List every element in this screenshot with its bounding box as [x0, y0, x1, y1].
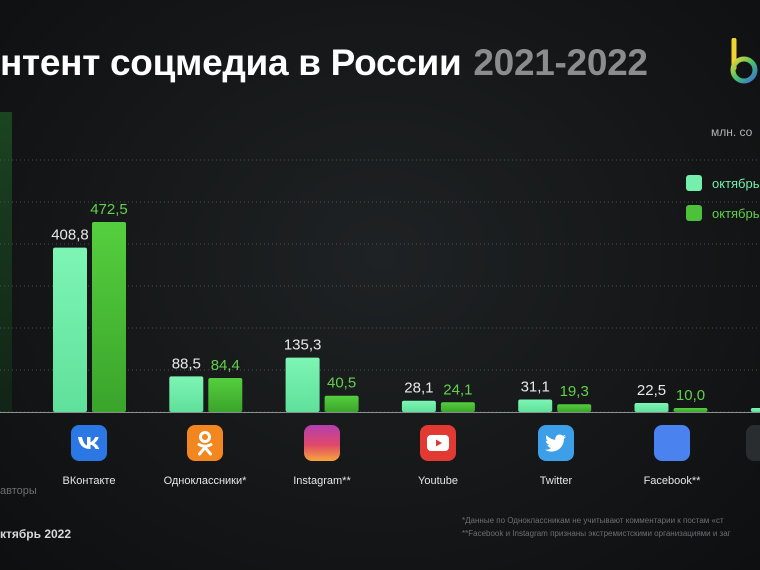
legend-swatch-2022: [686, 205, 702, 221]
category-label: ВКонтакте: [62, 475, 116, 487]
bar-2021-1: [169, 376, 204, 412]
bar-2021-2: [285, 357, 320, 412]
legend-item-2021: октябрь: [686, 175, 760, 191]
unit-label: млн. со: [711, 125, 753, 139]
value-label: 19,3: [560, 383, 589, 400]
bar-2022-4: [557, 404, 592, 412]
category-twitter: Twitter: [496, 425, 616, 487]
category-label: Facebook**: [643, 475, 701, 487]
bar-2021-3: [401, 400, 436, 412]
value-label: 88,5: [172, 355, 201, 372]
bar-2022-1: [208, 378, 243, 412]
bar-2021-6: [750, 408, 760, 412]
title-years: 2021-2022: [473, 42, 648, 83]
footnote-2: **Facebook и Instagram признаны экстреми…: [462, 529, 731, 538]
bar-2022-2: [324, 395, 359, 412]
category-instagram: Instagram**: [262, 425, 382, 487]
category-odnoklassniki: Одноклассники*: [145, 425, 265, 487]
page-title: нтент соцмедиа в России 2021-2022: [0, 42, 648, 84]
vk-icon: [71, 425, 107, 461]
legend-item-2022: октябрь: [686, 205, 760, 221]
twitter-icon: [538, 425, 574, 461]
value-label: 472,5: [90, 201, 128, 218]
youtube-icon: [420, 425, 456, 461]
category-label: Twitter: [539, 475, 573, 487]
instagram-icon: [304, 425, 340, 461]
bar-2022-5: [673, 407, 708, 412]
value-label: 40,5: [327, 375, 356, 392]
partial-left-bar: [0, 112, 12, 412]
value-label: 84,4: [211, 357, 240, 374]
category-label: Youtube: [418, 475, 458, 487]
legend-swatch-2021: [686, 175, 702, 191]
facebook-icon: [654, 425, 690, 461]
brand-logo-icon: [730, 38, 758, 84]
odnoklassniki-icon: [187, 425, 223, 461]
value-label: 31,1: [521, 378, 550, 395]
category-label: Instagram**: [293, 475, 351, 487]
category-youtube: Youtube: [378, 425, 498, 487]
value-label: 24,1: [443, 381, 472, 398]
category-facebook: Facebook**: [612, 425, 732, 487]
value-label: 10,0: [676, 387, 705, 404]
bar-2021-0: [53, 247, 87, 412]
title-main: нтент соцмедиа в России: [0, 42, 462, 83]
bar-2021-4: [518, 399, 553, 412]
legend-label-2022: октябрь: [712, 205, 760, 221]
period-text: ктябрь 2022: [0, 527, 72, 541]
category-vk: ВКонтакте: [29, 425, 149, 487]
left-side-text: авторы: [0, 485, 37, 497]
value-label: 408,8: [51, 227, 89, 244]
bar-2022-0: [92, 222, 126, 412]
value-label: 22,5: [637, 382, 666, 399]
partial-icon: [746, 425, 760, 461]
category-label: Одноклассники*: [163, 475, 247, 487]
legend-label-2021: октябрь: [712, 175, 760, 191]
bar-2021-5: [634, 402, 669, 412]
footnote-1: *Данные по Одноклассникам не учитывают к…: [462, 516, 724, 525]
bar-2022-3: [440, 402, 475, 412]
value-label: 135,3: [284, 337, 322, 354]
value-label: 28,1: [404, 380, 433, 397]
